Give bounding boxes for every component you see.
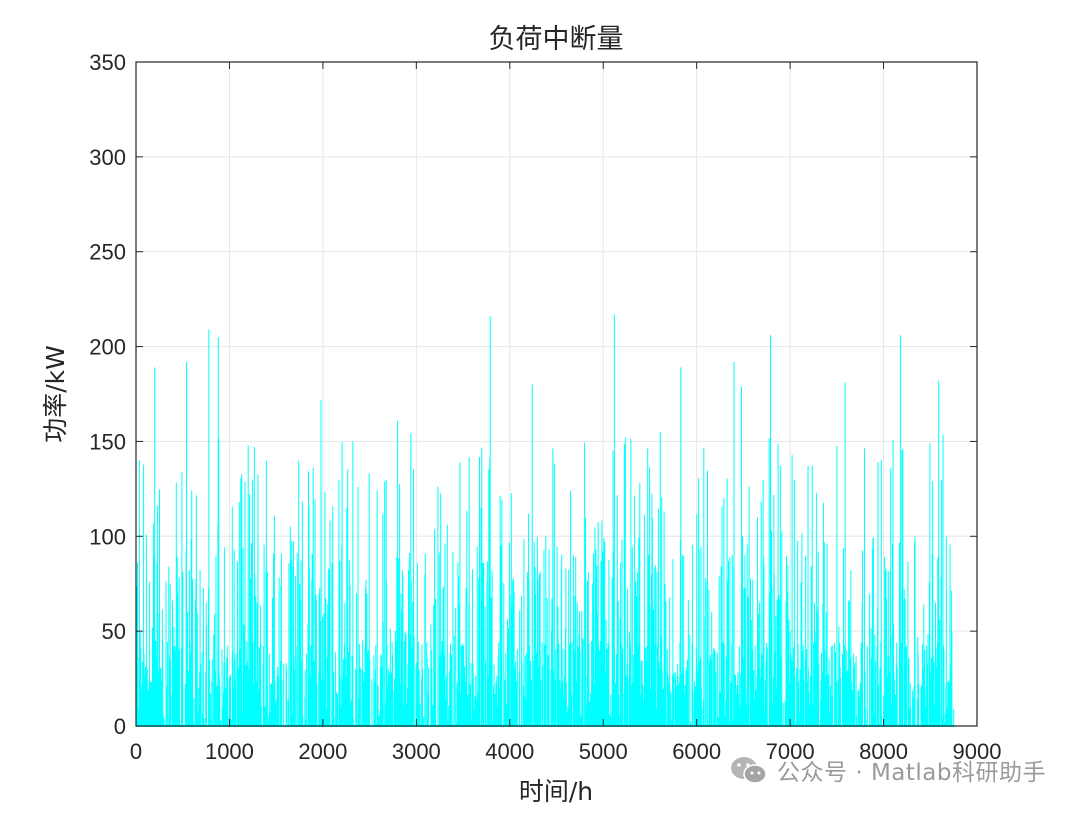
x-tick-label: 7000	[766, 739, 815, 764]
y-tick-label: 300	[89, 145, 126, 170]
x-tick-label: 5000	[579, 739, 628, 764]
chart-title: 负荷中断量	[489, 24, 624, 55]
x-tick-label: 2000	[298, 739, 347, 764]
x-tick-label: 3000	[392, 739, 441, 764]
x-tick-label: 6000	[672, 739, 721, 764]
x-tick-label: 8000	[859, 739, 908, 764]
x-tick-label: 4000	[485, 739, 534, 764]
y-tick-label: 150	[89, 429, 126, 454]
x-tick-label: 9000	[953, 739, 1002, 764]
watermark-text: 公众号 · Matlab科研助手	[777, 760, 1046, 786]
y-tick-label: 50	[102, 619, 126, 644]
x-tick-label: 0	[130, 739, 142, 764]
wechat-icon	[731, 757, 767, 784]
plot-frame	[135, 61, 978, 727]
x-tick-label: 1000	[205, 739, 254, 764]
x-ticks: 0 1000 2000 3000 4000 5000 6000 7000 8000 9000	[130, 62, 1002, 764]
y-tick-label: 100	[89, 524, 126, 549]
watermark: 公众号 · Matlab科研助手	[729, 753, 1046, 787]
y-axis-label: 功率/kW	[41, 345, 70, 443]
y-tick-label: 0	[114, 714, 126, 739]
y-tick-label: 250	[89, 240, 126, 265]
y-tick-label: 350	[89, 50, 126, 75]
y-tick-label: 200	[89, 335, 126, 360]
x-axis-label: 时间/h	[519, 777, 593, 806]
y-ticks: 0 50 100 150 200 250 300 350	[89, 50, 977, 739]
